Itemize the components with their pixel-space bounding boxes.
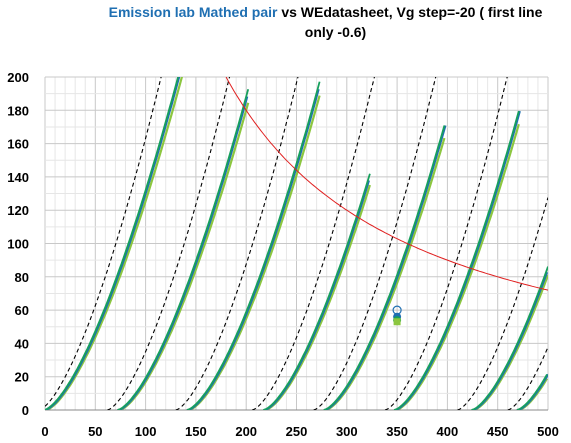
series-group — [45, 77, 548, 410]
x-tick-label: 350 — [386, 424, 408, 439]
datasheet-curve-5 — [313, 77, 437, 410]
y-tick-label: 120 — [7, 203, 29, 218]
title-main-text: vs WEdatasheet, Vg step=-20 ( first line — [277, 4, 543, 20]
title-accent-text: Emission lab Mathed pair — [108, 4, 278, 20]
y-tick-label: 140 — [7, 170, 29, 185]
y-tick-label: 60 — [15, 303, 29, 318]
measured-curve-b-8 — [516, 373, 548, 410]
x-tick-label: 0 — [41, 424, 48, 439]
x-tick-label: 250 — [286, 424, 308, 439]
y-tick-label: 180 — [7, 103, 29, 118]
x-tick-label: 300 — [336, 424, 358, 439]
measured-curve-b-7 — [471, 266, 548, 410]
x-tick-label: 100 — [135, 424, 157, 439]
y-tick-label: 20 — [15, 370, 29, 385]
chart-title-line2: only -0.6) — [304, 24, 367, 40]
x-tick-label: 500 — [537, 424, 559, 439]
x-tick-label: 200 — [235, 424, 257, 439]
datasheet-curve-7 — [457, 197, 548, 410]
y-tick-label: 80 — [15, 270, 29, 285]
measured-curve-c-2 — [119, 102, 250, 410]
x-tick-label: 400 — [437, 424, 459, 439]
measured-curve-b-1 — [45, 77, 179, 410]
datasheet-curve-2 — [107, 77, 231, 410]
measured-curve-b-5 — [323, 125, 446, 410]
max-dissipation-curve — [225, 77, 548, 291]
x-tick-label: 50 — [88, 424, 102, 439]
marker-square — [393, 318, 401, 326]
y-tick-label: 100 — [7, 237, 29, 252]
x-tick-label: 150 — [185, 424, 207, 439]
x-tick-label: 450 — [487, 424, 509, 439]
measured-curve-c-1 — [45, 77, 184, 410]
y-tick-label: 0 — [22, 403, 29, 418]
datasheet-curve-4 — [252, 77, 375, 410]
y-tick-label: 40 — [15, 336, 29, 351]
measured-curve-b-4 — [263, 173, 371, 410]
measured-curve-a-1 — [45, 77, 181, 410]
measured-curve-b-2 — [117, 88, 250, 410]
datasheet-curve-8 — [507, 346, 548, 410]
y-tick-label: 160 — [7, 137, 29, 152]
measured-curve-b-3 — [186, 81, 321, 410]
measured-curve-a-3 — [187, 88, 320, 410]
datasheet-curve-3 — [175, 77, 299, 410]
datasheet-curve-6 — [384, 77, 508, 410]
chart-title: Emission lab Mathed pair vs WEdatasheet,… — [40, 4, 571, 20]
measured-curve-a-7 — [472, 271, 548, 410]
y-tick-label: 200 — [7, 70, 29, 85]
datasheet-curve-1 — [45, 77, 162, 407]
measured-curve-b-6 — [393, 110, 520, 410]
